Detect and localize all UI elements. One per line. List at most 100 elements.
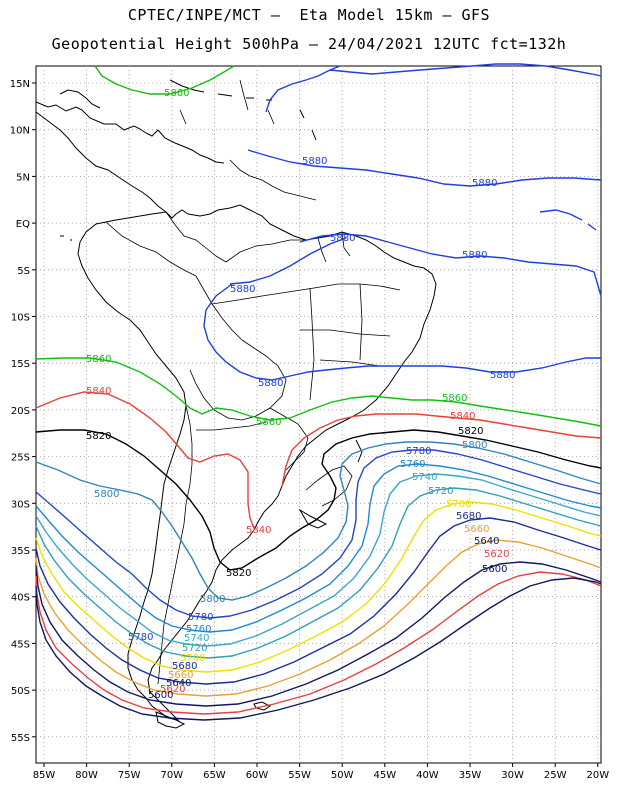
contour-5660 — [35, 539, 602, 697]
contour-5720 — [35, 487, 602, 659]
lat-label: 40S — [11, 593, 30, 604]
contour-label-5780-b: 5780 — [406, 446, 431, 457]
contour-labels: 5860 5880 5880 5880 5880 5880 5880 5880 … — [86, 88, 515, 701]
contour-5820 — [35, 429, 602, 571]
border-peru-brazil — [195, 275, 243, 341]
contour-label-5720-a: 5720 — [182, 643, 207, 654]
lon-label: 50W — [331, 770, 354, 781]
contour-label-5840-b: 5840 — [246, 525, 271, 536]
contour-label-5800-c: 5800 — [462, 440, 487, 451]
contour-label-5760-a: 5760 — [186, 624, 211, 635]
contour-label-5880-a: 5880 — [302, 156, 327, 167]
longitude-labels: 85W 80W 75W 70W 65W 60W 55W 50W 45W 40W 35W 30W 25W 2… — [33, 770, 610, 781]
south-america-coast — [77, 204, 437, 721]
contour-5800 — [35, 441, 602, 601]
lon-label: 40W — [416, 770, 439, 781]
coastlines — [35, 79, 437, 729]
lat-label: 15N — [10, 79, 30, 90]
contour-label-5680-a: 5680 — [172, 661, 197, 672]
lat-label: 50S — [11, 686, 30, 697]
lat-label: 5S — [17, 266, 30, 277]
border-uruguay — [305, 465, 353, 507]
contour-label-5700-a: 5700 — [180, 653, 205, 664]
yucatan-coast — [59, 89, 101, 109]
contour-5700 — [35, 501, 602, 673]
contour-label-5720-b: 5720 — [428, 486, 453, 497]
central-america-south-coast — [35, 111, 189, 219]
contour-label-5660-b: 5660 — [464, 524, 489, 535]
lat-label: 30S — [11, 499, 30, 510]
lon-label: 80W — [75, 770, 98, 781]
latitude-labels: 15N 10N 5N EQ 5S 10S 15S 20S 25S 30S 35S 40S 45S 50S 5… — [10, 79, 30, 744]
map-frame — [35, 65, 602, 764]
lon-label: 45W — [373, 770, 396, 781]
contour-5600 — [35, 577, 602, 721]
contour-5680 — [35, 517, 602, 685]
border-brazil-internal — [211, 159, 401, 401]
contour-5860 — [35, 357, 602, 427]
tierra-del-fuego — [155, 711, 186, 729]
patos-lagoon — [355, 439, 363, 463]
contour-label-5820-a: 5820 — [86, 431, 111, 442]
contour-label-5880-d: 5880 — [462, 250, 487, 261]
contour-label-5880-f: 5880 — [258, 378, 283, 389]
contour-label-5660-a: 5660 — [168, 670, 193, 681]
border-colombia-peru — [105, 221, 197, 277]
lat-label: 5N — [16, 172, 30, 183]
lon-label: 85W — [33, 770, 56, 781]
lon-label: 70W — [160, 770, 183, 781]
contour-5620 — [35, 571, 602, 715]
lat-label: 55S — [11, 733, 30, 744]
contour-label-5860-b: 5860 — [86, 354, 111, 365]
lon-label: 65W — [203, 770, 226, 781]
contour-label-5800-b: 5800 — [200, 594, 225, 605]
contour-5880-north — [265, 63, 602, 113]
lat-label: 10S — [11, 313, 30, 324]
border-guianas — [317, 231, 351, 263]
contour-5860-north — [94, 65, 235, 95]
country-borders — [105, 79, 401, 685]
contour-label-5880-e: 5880 — [230, 284, 255, 295]
central-america-coast — [35, 101, 225, 164]
falklands — [253, 701, 271, 711]
contour-label-5620-a: 5620 — [160, 684, 185, 695]
contour-label-5760-b: 5760 — [400, 459, 425, 470]
lon-label: 60W — [246, 770, 269, 781]
contour-label-5780-c: 5780 — [128, 632, 153, 643]
contour-label-5820-b: 5820 — [226, 568, 251, 579]
lon-label: 30W — [501, 770, 524, 781]
contour-5740 — [35, 473, 602, 647]
lon-label: 35W — [459, 770, 482, 781]
contour-label-5740-a: 5740 — [184, 633, 209, 644]
title-line-1: CPTEC/INPE/MCT – Eta Model 15km – GFS — [127, 6, 491, 24]
lon-label: 55W — [288, 770, 311, 781]
contour-label-5880-b: 5880 — [472, 178, 497, 189]
border-paraguay — [269, 407, 309, 471]
lat-label: 10N — [10, 126, 30, 137]
contour-5640 — [35, 561, 602, 707]
geopotential-contours — [35, 63, 602, 721]
lon-label: 25W — [544, 770, 567, 781]
border-argentina-bolivia — [196, 421, 267, 431]
contour-label-5840-a: 5840 — [86, 386, 111, 397]
lon-label: 75W — [118, 770, 141, 781]
contour-5880-tropic-1 — [247, 149, 602, 187]
rio-de-la-plata — [298, 508, 328, 529]
axis-ticks — [32, 82, 599, 767]
lon-label: 20W — [586, 770, 609, 781]
contour-label-5860-d: 5860 — [442, 393, 467, 404]
lat-label: 45S — [11, 639, 30, 650]
contour-label-5800-a: 5800 — [94, 489, 119, 500]
border-venezuela-brazil — [225, 239, 306, 263]
lat-label: EQ — [16, 219, 30, 230]
contour-5840 — [35, 391, 602, 529]
contour-label-5680-b: 5680 — [456, 511, 481, 522]
contour-label-5820-c: 5820 — [458, 426, 483, 437]
galapagos — [60, 235, 72, 241]
contour-label-5880-g: 5880 — [490, 370, 515, 381]
contour-label-5860-c: 5860 — [256, 417, 281, 428]
contour-label-5600-b: 5600 — [482, 564, 507, 575]
lat-label: 20S — [11, 406, 30, 417]
lat-label: 35S — [11, 546, 30, 557]
